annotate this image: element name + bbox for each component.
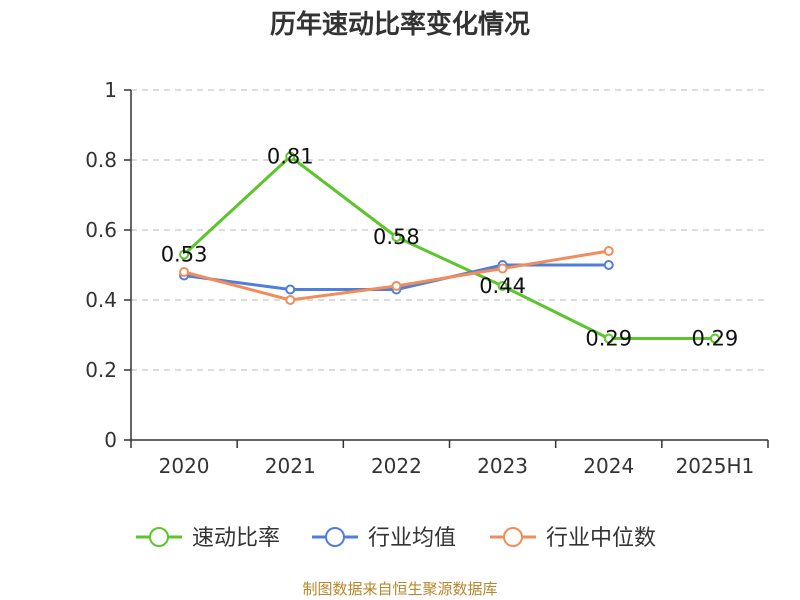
- x-tick-label: 2021: [265, 454, 316, 478]
- data-label: 0.44: [479, 274, 526, 298]
- x-tick-label: 2025H1: [676, 454, 755, 478]
- y-tick-label: 0: [104, 428, 117, 452]
- legend-marker: [325, 527, 345, 547]
- y-tick-label: 1: [104, 78, 117, 102]
- legend-label: 行业中位数: [546, 526, 656, 551]
- legend-marker: [149, 527, 169, 547]
- data-point: [709, 333, 720, 344]
- data-point: [391, 281, 402, 291]
- data-point: [497, 281, 508, 291]
- data-point: [285, 284, 296, 295]
- data-point: [497, 263, 508, 274]
- legend: 速动比率 行业均值 行业中位数: [136, 526, 656, 551]
- data-label: 0.53: [161, 243, 208, 267]
- data-label: 0.58: [373, 225, 420, 249]
- data-label: 0.29: [692, 327, 739, 351]
- data-point: [179, 267, 190, 277]
- data-label: 0.81: [267, 145, 314, 169]
- series-lines: [179, 151, 720, 344]
- y-tick-label: 0.4: [85, 288, 117, 312]
- legend-marker: [503, 527, 523, 547]
- data-point: [179, 249, 190, 260]
- y-tick-label: 0.6: [85, 218, 117, 242]
- legend-label: 速动比率: [192, 526, 280, 551]
- data-point: [603, 260, 614, 270]
- data-point: [603, 246, 614, 256]
- x-tick-label: 2020: [159, 454, 210, 478]
- data-point: [603, 333, 614, 344]
- data-label: 0.29: [585, 327, 632, 351]
- grid-lines: [131, 89, 768, 371]
- x-tick-label: 2024: [583, 454, 634, 478]
- data-point: [285, 151, 296, 162]
- y-tick-label: 0.8: [85, 148, 117, 172]
- series-line: [183, 155, 715, 340]
- data-labels: 0.53 0.81 0.58 0.44 0.29 0.29: [161, 145, 739, 351]
- chart-title: 历年速动比率变化情况: [269, 10, 530, 40]
- data-point: [391, 232, 402, 242]
- x-tick-label: 2022: [371, 454, 422, 478]
- legend-label: 行业均值: [368, 526, 456, 551]
- source-note: 制图数据来自恒生聚源数据库: [302, 580, 498, 598]
- y-tick-label: 0.2: [85, 358, 117, 382]
- data-point: [285, 295, 296, 305]
- x-tick-label: 2023: [477, 454, 528, 478]
